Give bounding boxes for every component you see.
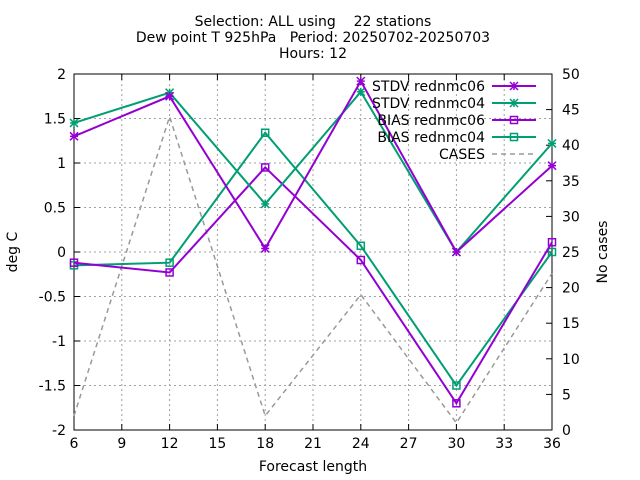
series-line — [73, 131, 553, 388]
title-line: Selection: ALL using 22 stations — [195, 14, 432, 30]
x-tick-label: 6 — [70, 436, 79, 452]
y2-tick-label: 25 — [562, 245, 580, 261]
data-point — [69, 131, 79, 141]
data-point — [547, 247, 557, 257]
legend-item: STDV rednmc06 — [372, 79, 536, 95]
title-line: Hours: 12 — [279, 46, 347, 62]
y2-tick-label: 0 — [562, 423, 571, 439]
title-line: Dew point T 925hPa Period: 20250702-2025… — [136, 30, 490, 46]
y-tick-label: 1.5 — [44, 112, 66, 128]
series-stdv-rednmc06 — [69, 76, 557, 257]
y2-tick-label: 40 — [562, 138, 580, 154]
data-point — [356, 87, 366, 97]
x-axis: 6 9 12 15 18 21 24 27 30 33 36 — [70, 74, 561, 452]
y-tick-label: -0.5 — [39, 290, 66, 306]
y2-tick-label: 15 — [562, 316, 580, 332]
data-point — [451, 247, 461, 257]
y-axis-label: deg C — [5, 231, 21, 272]
data-point — [260, 128, 270, 137]
legend-item: CASES — [439, 147, 536, 163]
data-point — [452, 399, 461, 408]
x-tick-label: 33 — [495, 436, 513, 452]
data-point — [165, 268, 174, 277]
data-point — [260, 199, 270, 209]
data-point — [547, 237, 557, 247]
data-point — [356, 76, 366, 86]
y2-tick-label: 30 — [562, 209, 580, 225]
y-tick-label: 2 — [57, 67, 66, 83]
y2-axis: 0 5 10 15 20 25 30 35 40 45 50 — [546, 67, 580, 439]
y-axis: -2 -1.5 -1 -0.5 0 0.5 1 1.5 2 — [39, 67, 80, 439]
series-line — [73, 90, 553, 254]
y2-tick-label: 35 — [562, 174, 580, 190]
y-tick-label: -2 — [52, 423, 66, 439]
y-tick-label: -1 — [52, 334, 66, 350]
data-point — [69, 118, 79, 128]
data-point — [452, 381, 461, 390]
legend-item: STDV rednmc04 — [372, 96, 536, 112]
x-tick-label: 18 — [256, 436, 274, 452]
data-point — [509, 98, 519, 108]
y2-tick-label: 20 — [562, 281, 580, 297]
data-point — [547, 161, 557, 171]
legend-label: STDV rednmc06 — [372, 79, 485, 95]
data-point — [509, 132, 519, 142]
legend-label: CASES — [439, 147, 485, 163]
y2-tick-label: 50 — [562, 67, 580, 83]
series-bias-rednmc06 — [69, 163, 557, 408]
y-tick-label: -1.5 — [39, 379, 66, 395]
x-tick-label: 15 — [208, 436, 226, 452]
series-layer — [69, 76, 557, 425]
x-axis-label: Forecast length — [259, 459, 367, 475]
data-point — [509, 115, 519, 125]
data-point — [260, 243, 270, 253]
legend-label: BIAS rednmc06 — [377, 113, 485, 129]
series-bias-rednmc04 — [69, 128, 557, 390]
data-point — [356, 255, 366, 265]
y-tick-label: 1 — [57, 156, 66, 172]
data-point — [356, 241, 366, 251]
y2-tick-label: 5 — [562, 387, 571, 403]
x-tick-label: 36 — [543, 436, 561, 452]
y-tick-label: 0 — [57, 245, 66, 261]
series-line — [73, 79, 553, 254]
x-tick-label: 24 — [352, 436, 370, 452]
y2-tick-label: 45 — [562, 103, 580, 119]
data-point — [165, 258, 174, 267]
x-tick-label: 27 — [400, 436, 418, 452]
series-cases — [73, 114, 553, 425]
data-point — [509, 81, 519, 91]
y2-axis-label: No cases — [595, 221, 611, 284]
series-line — [73, 114, 553, 425]
legend-label: STDV rednmc04 — [372, 96, 485, 112]
x-tick-label: 12 — [161, 436, 179, 452]
legend-label: BIAS rednmc04 — [377, 130, 485, 146]
y2-tick-label: 10 — [562, 352, 580, 368]
grid — [74, 74, 552, 430]
data-point — [547, 138, 557, 148]
y-tick-label: 0.5 — [44, 201, 66, 217]
series-stdv-rednmc04 — [69, 87, 557, 257]
data-point — [69, 258, 79, 267]
x-tick-label: 21 — [304, 436, 322, 452]
data-point — [260, 163, 270, 172]
legend-item: BIAS rednmc04 — [377, 130, 536, 146]
legend-item: BIAS rednmc06 — [377, 113, 536, 129]
x-tick-label: 30 — [447, 436, 465, 452]
data-point — [165, 91, 175, 101]
series-line — [73, 165, 553, 406]
x-tick-label: 9 — [117, 436, 126, 452]
